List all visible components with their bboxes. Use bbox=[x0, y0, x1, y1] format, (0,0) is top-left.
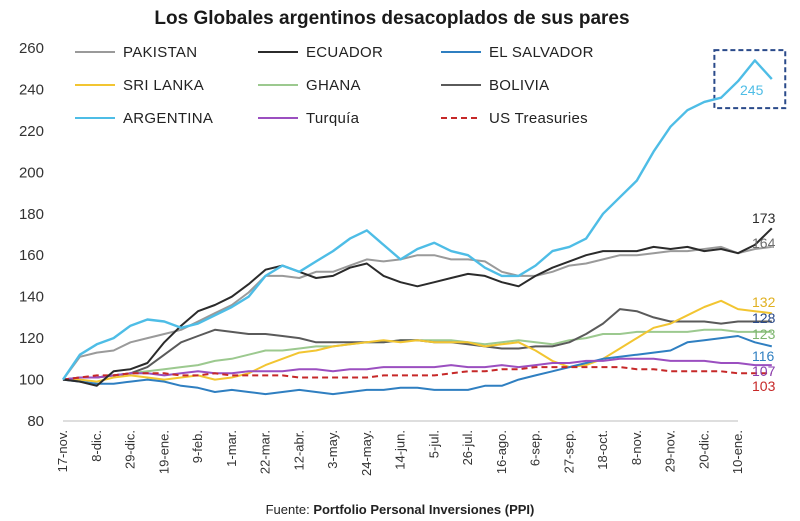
x-tick-label: 29-nov. bbox=[663, 430, 678, 472]
legend-label: PAKISTAN bbox=[123, 44, 197, 61]
y-tick-label: 180 bbox=[19, 206, 44, 223]
x-tick-label: 9-feb. bbox=[190, 430, 205, 463]
x-tick-label: 26-jul. bbox=[460, 430, 475, 465]
y-tick-label: 260 bbox=[19, 40, 44, 57]
legend-label: ARGENTINA bbox=[123, 110, 213, 127]
legend-item: BOLIVIA bbox=[441, 77, 549, 94]
x-tick-label: 5-jul. bbox=[426, 430, 441, 458]
series-line-us-treasuries bbox=[62, 366, 772, 381]
series-line-pakistan bbox=[62, 245, 772, 381]
x-tick-label: 24-may. bbox=[359, 430, 374, 476]
x-tick-label: 20-dic. bbox=[696, 430, 711, 469]
legend-label: GHANA bbox=[306, 77, 361, 94]
end-value-label: 116 bbox=[752, 348, 775, 364]
x-tick-label: 18-oct. bbox=[595, 430, 610, 470]
series-line-argentina bbox=[62, 59, 773, 381]
x-tick-label: 27-sep. bbox=[561, 430, 576, 473]
source-name: Portfolio Personal Inversiones (PPI) bbox=[313, 502, 534, 517]
x-tick-label: 12-abr. bbox=[291, 430, 306, 470]
end-value-label: 173 bbox=[752, 210, 776, 226]
y-tick-label: 240 bbox=[19, 81, 44, 98]
y-tick-label: 160 bbox=[19, 247, 44, 264]
x-tick-label: 1-mar. bbox=[224, 430, 239, 467]
series-line-sri-lanka bbox=[63, 299, 772, 383]
source-prefix: Fuente: bbox=[266, 502, 314, 517]
y-tick-label: 120 bbox=[19, 330, 44, 347]
highlight-box bbox=[713, 49, 787, 110]
chart-title: Los Globales argentinos desacoplados de … bbox=[154, 8, 629, 29]
y-tick-label: 200 bbox=[19, 164, 44, 181]
end-value-label: 107 bbox=[752, 363, 776, 379]
end-value-label: 132 bbox=[752, 294, 776, 310]
y-tick-label: 80 bbox=[27, 413, 44, 430]
x-tick-label: 29-dic. bbox=[123, 430, 138, 469]
legend-label: ECUADOR bbox=[306, 44, 383, 61]
legend-label: US Treasuries bbox=[489, 110, 588, 127]
legend-item: Turquía bbox=[258, 110, 360, 127]
end-value-label: 245 bbox=[740, 82, 764, 98]
x-tick-label: 22-mar. bbox=[258, 430, 273, 474]
legend-label: SRI LANKA bbox=[123, 77, 204, 94]
legend-label: Turquía bbox=[306, 110, 360, 127]
legend-label: EL SALVADOR bbox=[489, 44, 594, 61]
end-value-label: 164 bbox=[752, 235, 776, 251]
legend-item: ECUADOR bbox=[258, 44, 383, 61]
legend-item: SRI LANKA bbox=[75, 77, 204, 94]
x-tick-label: 16-ago. bbox=[494, 430, 509, 474]
x-tick-label: 19-ene. bbox=[156, 430, 171, 474]
end-value-label: 103 bbox=[752, 378, 776, 394]
series-line-ecuador bbox=[62, 227, 773, 387]
x-tick-label: 6-sep. bbox=[528, 430, 543, 466]
x-tick-label: 3-may. bbox=[325, 430, 340, 469]
legend-item: US Treasuries bbox=[441, 110, 588, 127]
x-tick-label: 8-dic. bbox=[89, 430, 104, 462]
x-tick-label: 14-jun. bbox=[393, 430, 408, 470]
series-line-el-salvador bbox=[62, 335, 773, 396]
legend-item: ARGENTINA bbox=[75, 110, 213, 127]
legend-item: PAKISTAN bbox=[75, 44, 197, 61]
x-tick-label: 8-nov. bbox=[629, 430, 644, 465]
x-tick-label: 17-nov. bbox=[55, 430, 70, 472]
y-tick-label: 140 bbox=[19, 289, 44, 306]
legend-item: GHANA bbox=[258, 77, 361, 94]
legend-label: BOLIVIA bbox=[489, 77, 549, 94]
series-line-turqu-a bbox=[62, 357, 772, 381]
source-note: Fuente: Portfolio Personal Inversiones (… bbox=[266, 502, 535, 517]
y-tick-label: 220 bbox=[19, 123, 44, 140]
x-tick-label: 10-ene. bbox=[730, 430, 745, 474]
legend-item: EL SALVADOR bbox=[441, 44, 594, 61]
y-tick-label: 100 bbox=[19, 372, 44, 389]
end-value-label: 123 bbox=[752, 326, 776, 342]
end-value-label: 128 bbox=[752, 310, 776, 326]
